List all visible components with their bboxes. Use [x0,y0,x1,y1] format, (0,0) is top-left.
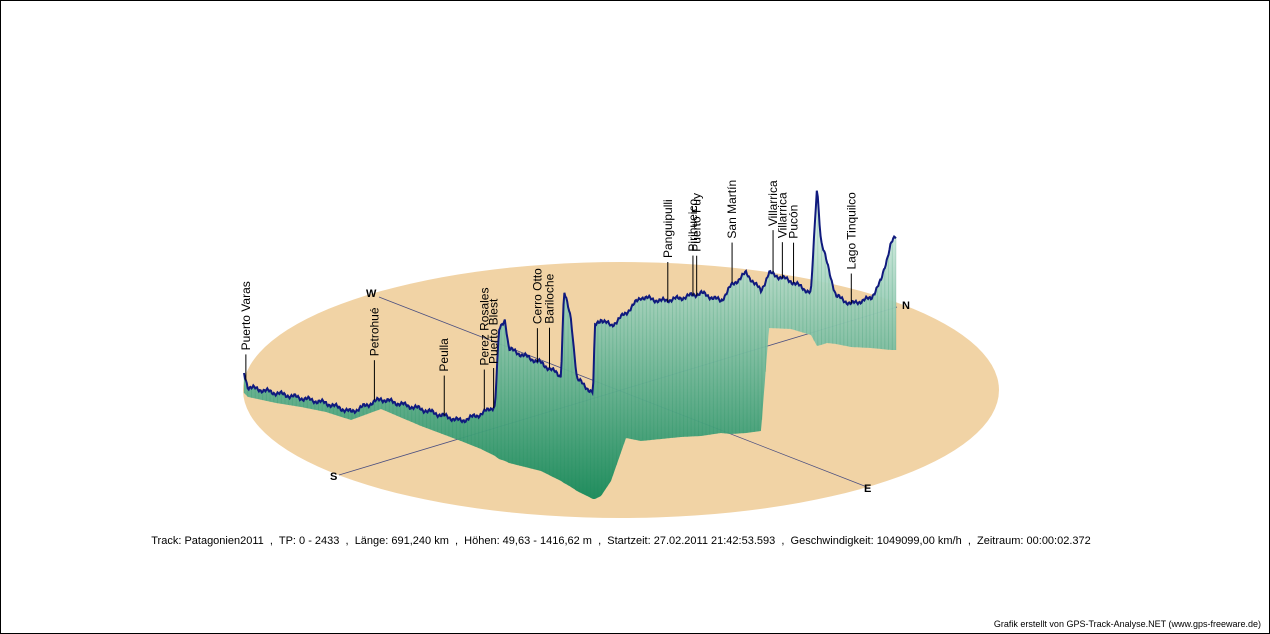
info-track: Track: Patagonien2011 [151,535,264,547]
waypoint-1: Puerto Varas [239,281,253,381]
info-elevation: Höhen: 49,63 - 1416,62 m [464,535,592,547]
waypoint-label: Peulla [437,338,451,372]
waypoint-label: Puerto Fuy [690,193,704,252]
waypoint-5: Puerto Blest [487,298,501,409]
waypoint-2: Petrohué [367,307,381,401]
info-start-time: Startzeit: 27.02.2011 21:42:53.593 [607,535,776,547]
info-trackpoints: TP: 0 - 2433 [278,535,340,547]
waypoint-10: Puerto Fuy [690,193,704,296]
credit-line: Grafik erstellt von GPS-Track-Analyse.NE… [993,619,1261,629]
waypoint-13: Villarrica [775,192,789,279]
waypoint-6: Cerro Otto [530,268,544,363]
profile-fill [243,190,897,499]
compass-south-label: S [330,471,337,483]
profile-stripes [243,196,897,499]
waypoint-4: Perez Rosales [477,288,491,410]
waypoint-label: Bariloche [543,273,557,323]
waypoint-label: Pirihueico [686,199,700,252]
waypoint-label: Cerro Otto [530,268,544,324]
profile-area [244,190,896,499]
waypoint-label: Perez Rosales [477,288,491,366]
profile-line [243,190,897,424]
waypoint-label: Villarrica [775,192,789,238]
waypoint-9: Pirihueico [686,199,700,296]
waypoint-7: Bariloche [543,273,557,368]
waypoint-11: San Martín [725,180,739,283]
waypoint-label: Pucón [787,205,801,239]
waypoint-15: Lago Tinquilco [844,192,858,304]
waypoint-label: Lago Tinquilco [844,192,858,270]
waypoint-14: Pucón [787,205,801,283]
elevation-profile-chart: W N S E Puerto Varas Petrohué Peulla Perez … [239,180,999,518]
compass-labels: W N S E [330,288,910,495]
waypoint-label: Villarrica [766,180,780,226]
waypoint-label: Puerto Blest [487,298,501,364]
waypoint-label: Petrohué [367,307,381,356]
waypoint-12: Villarrica [766,180,780,273]
info-length: Länge: 691,240 km [354,535,449,547]
waypoint-markers: Puerto Varas Petrohué Peulla Perez RosalesP… [239,180,858,416]
compass-north-label: N [902,300,910,312]
info-speed: Geschwindigkeit: 1049099,00 km/h [790,535,962,547]
info-period: Zeitraum: 00:00:02.372 [977,535,1091,547]
track-info-line: Track: Patagonien2011 , TP: 0 - 2433 , L… [151,535,1091,547]
waypoint-8: Panguipulli [661,199,675,303]
compass-east-label: E [864,483,871,495]
compass-west-label: W [366,288,377,300]
waypoint-label: Panguipulli [661,199,675,258]
waypoint-label: San Martín [725,180,739,239]
waypoint-3: Peulla [437,338,451,416]
waypoint-label: Puerto Varas [239,281,253,350]
